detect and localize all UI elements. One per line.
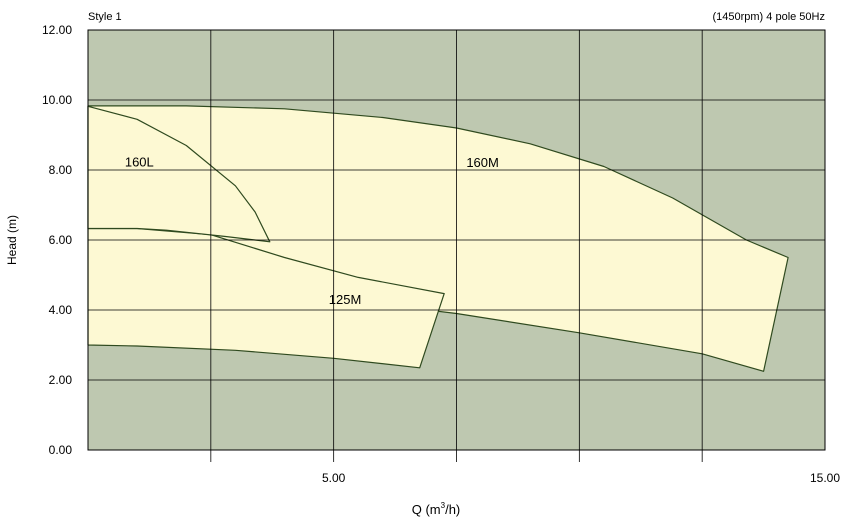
header-right: (1450rpm) 4 pole 50Hz <box>712 11 825 23</box>
y-tick-label: 0.00 <box>49 443 73 457</box>
region-160L <box>87 105 271 243</box>
region-label-160L: 160L <box>125 154 154 169</box>
y-tick-label: 6.00 <box>49 233 73 247</box>
y-tick-label: 2.00 <box>49 373 73 387</box>
x-tick-label: 5.00 <box>322 471 346 485</box>
header-left: Style 1 <box>88 11 122 23</box>
x-axis-label: Q (m3/h) <box>412 501 461 517</box>
x-axis-ticks: 5.00 15.00 <box>322 471 840 485</box>
y-tick-label: 10.00 <box>42 93 72 107</box>
plot-border <box>87 29 826 451</box>
y-tick-label: 12.00 <box>42 23 72 37</box>
region-labels: 160M 125M 160L <box>125 154 499 307</box>
region-label-125M: 125M <box>329 292 362 307</box>
operating-regions <box>87 105 789 372</box>
y-tick-label: 4.00 <box>49 303 73 317</box>
y-tick-label: 8.00 <box>49 163 73 177</box>
region-label-160M: 160M <box>466 155 499 170</box>
y-axis-label: Head (m) <box>5 215 19 265</box>
grid-lines <box>88 30 825 462</box>
x-tick-label: 15.00 <box>810 471 840 485</box>
y-axis-ticks: 0.00 2.00 4.00 6.00 8.00 10.00 12.00 <box>42 23 72 457</box>
